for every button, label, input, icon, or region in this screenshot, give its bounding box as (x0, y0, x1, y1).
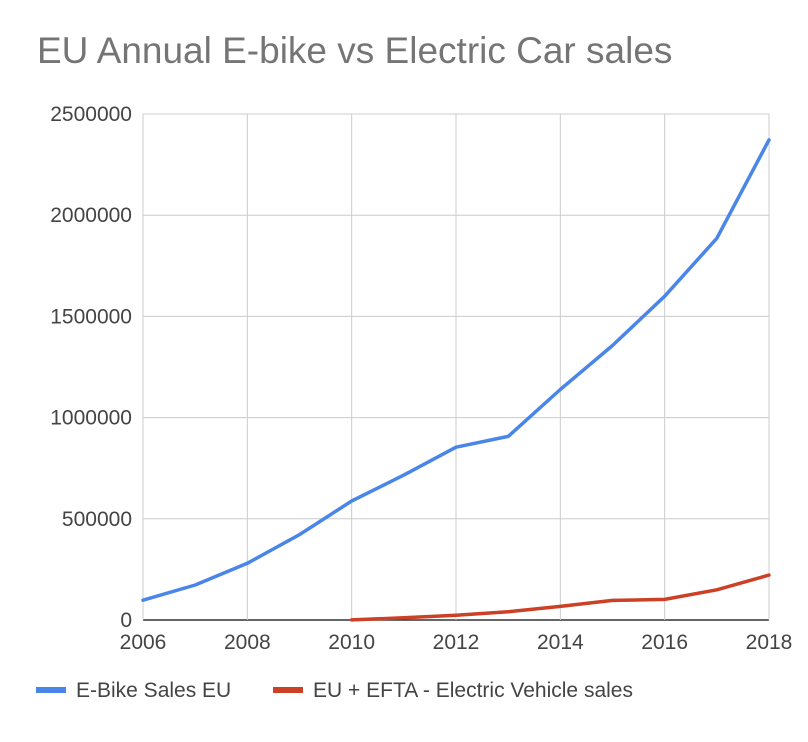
series-layer (141, 138, 771, 622)
x-tick-label: 2008 (224, 631, 271, 654)
y-tick-label: 500000 (62, 508, 132, 531)
x-tick-label: 2012 (433, 631, 480, 654)
x-tick-label: 2014 (537, 631, 584, 654)
legend-swatch (273, 687, 303, 693)
x-tick-label: 2016 (641, 631, 688, 654)
y-tick-label: 2000000 (50, 204, 132, 227)
y-tick-label: 1000000 (50, 407, 132, 430)
legend-label: EU + EFTA - Electric Vehicle sales (313, 679, 633, 702)
tick-labels: 0 500000 1000000 1500000 2000000 2500000 2006 2… (50, 103, 792, 654)
series-line-electric-vehicle (349, 573, 771, 622)
y-tick-label: 1500000 (50, 305, 132, 328)
legend-label: E-Bike Sales EU (76, 679, 231, 702)
legend: E-Bike Sales EU EU + EFTA - Electric Vehi… (36, 679, 633, 702)
series-line-ebike (141, 138, 771, 602)
x-tick-label: 2006 (120, 631, 167, 654)
chart-title: EU Annual E-bike vs Electric Car sales (37, 30, 673, 71)
legend-swatch (36, 687, 66, 693)
x-tick-label: 2010 (328, 631, 375, 654)
y-tick-label: 0 (120, 609, 132, 632)
y-tick-label: 2500000 (50, 103, 132, 126)
x-tick-label: 2018 (746, 631, 793, 654)
grid (142, 113, 770, 621)
